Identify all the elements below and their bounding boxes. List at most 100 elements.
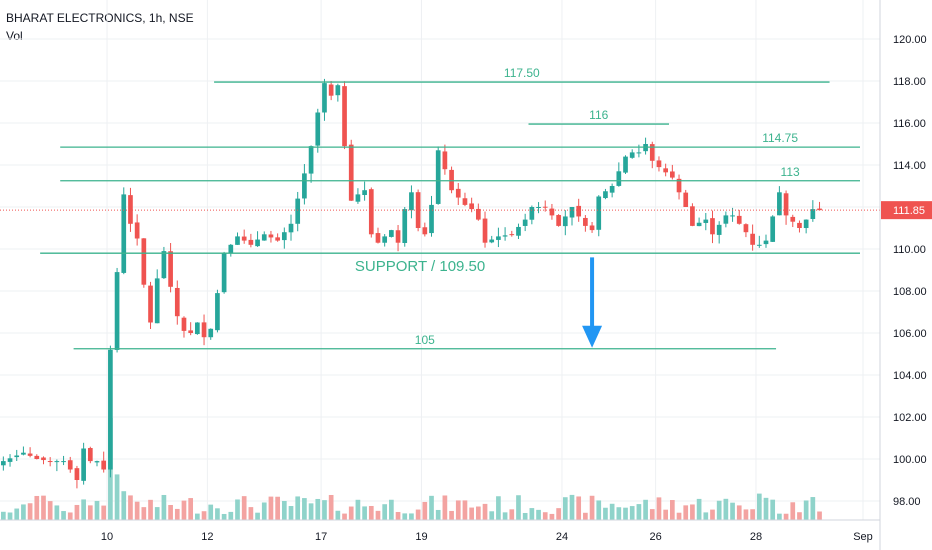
- candle-body: [455, 188, 461, 198]
- volume-bar: [629, 506, 635, 520]
- candle-body: [435, 150, 441, 204]
- candle-body: [482, 218, 488, 243]
- candle-body: [562, 216, 568, 227]
- candle-body: [777, 192, 782, 216]
- candle-body: [235, 236, 240, 245]
- y-tick-label: 108.00: [893, 286, 927, 298]
- candle-body: [603, 191, 608, 199]
- candle-body: [696, 222, 702, 227]
- y-tick-label: 110.00: [893, 244, 926, 256]
- level-label: 117.50: [504, 66, 540, 80]
- level-label: 113: [781, 165, 800, 179]
- volume-bar: [683, 505, 689, 520]
- current-price-badge: [881, 201, 932, 220]
- volume-bar: [141, 507, 147, 520]
- volume-bar: [188, 498, 194, 520]
- candle-body: [375, 233, 381, 243]
- volume-bar: [54, 505, 60, 520]
- volume-bar: [442, 495, 448, 520]
- x-tick-label: 19: [415, 531, 427, 543]
- volume-bar: [763, 497, 769, 520]
- candle-body: [81, 448, 86, 481]
- x-tick-label: 12: [201, 531, 213, 543]
- candle-body: [462, 198, 468, 205]
- candle-body: [342, 86, 347, 147]
- volume-bar: [348, 506, 354, 520]
- volume-bar: [261, 502, 267, 520]
- candle-body: [87, 448, 93, 462]
- volume-bar: [449, 510, 454, 520]
- candle-body: [275, 237, 280, 241]
- candle-body: [261, 234, 267, 241]
- volume-bar: [636, 504, 642, 520]
- volume-bar: [362, 506, 367, 520]
- x-tick-label: 24: [556, 531, 568, 543]
- candle-body: [174, 287, 180, 317]
- volume-bar: [308, 503, 314, 520]
- volume-bar: [268, 496, 274, 520]
- volume-bar: [643, 499, 648, 520]
- candlesticks: [1, 78, 822, 489]
- grid-lines: [0, 0, 880, 520]
- annotations: [582, 257, 603, 348]
- volume-bar: [41, 495, 46, 520]
- volume-bar: [710, 509, 715, 520]
- candle-body: [770, 216, 776, 242]
- volume-bar: [34, 495, 40, 520]
- volume-bar: [389, 499, 394, 520]
- volume-bar: [703, 512, 709, 520]
- volume-bar: [281, 500, 287, 520]
- candle-body: [14, 455, 20, 458]
- candle-body: [549, 208, 555, 216]
- volume-bars: [1, 418, 822, 520]
- volume-bar: [743, 509, 749, 520]
- volume-bar: [583, 512, 588, 520]
- volume-bar: [241, 496, 247, 520]
- volume-bar: [402, 513, 408, 520]
- y-tick-label: 114.00: [893, 160, 926, 172]
- volume-bar: [783, 513, 789, 520]
- candle-body: [529, 207, 535, 220]
- volume-bar: [803, 500, 809, 520]
- volume-bar: [777, 513, 782, 520]
- candle-body: [803, 219, 809, 229]
- candle-body: [656, 160, 662, 168]
- candle-body: [723, 215, 729, 224]
- volume-bar: [395, 511, 401, 520]
- volume-bar: [14, 508, 20, 520]
- candle-body: [429, 204, 434, 234]
- volume-bar: [756, 493, 762, 520]
- candle-body: [47, 461, 53, 463]
- y-tick-label: 102.00: [893, 412, 927, 424]
- candle-body: [516, 226, 521, 236]
- candle-body: [730, 215, 735, 217]
- candle-body: [108, 349, 113, 470]
- volume-bar: [649, 509, 655, 520]
- candle-body: [355, 194, 361, 202]
- volume-bar: [201, 511, 207, 520]
- level-label: 105: [415, 333, 435, 347]
- candle-body: [328, 84, 334, 96]
- volume-bar: [1, 511, 6, 520]
- volume-bar: [529, 508, 535, 520]
- volume-bar: [328, 494, 334, 520]
- candle-body: [690, 206, 695, 226]
- candle-body: [54, 461, 60, 463]
- volume-bar: [302, 498, 307, 520]
- volume-bar: [736, 505, 742, 520]
- volume-bar: [690, 504, 695, 520]
- candle-body: [161, 251, 167, 279]
- volume-bar: [215, 508, 220, 520]
- candle-body: [315, 112, 321, 146]
- volume-bar: [368, 505, 374, 520]
- volume-bar: [435, 509, 441, 520]
- candle-body: [489, 239, 495, 243]
- candle-body: [395, 230, 401, 243]
- volume-bar: [676, 512, 682, 520]
- volume-bar: [315, 498, 321, 520]
- volume-bar: [569, 494, 575, 520]
- candle-body: [208, 328, 214, 338]
- volume-bar: [576, 496, 582, 520]
- candle-body: [402, 209, 408, 243]
